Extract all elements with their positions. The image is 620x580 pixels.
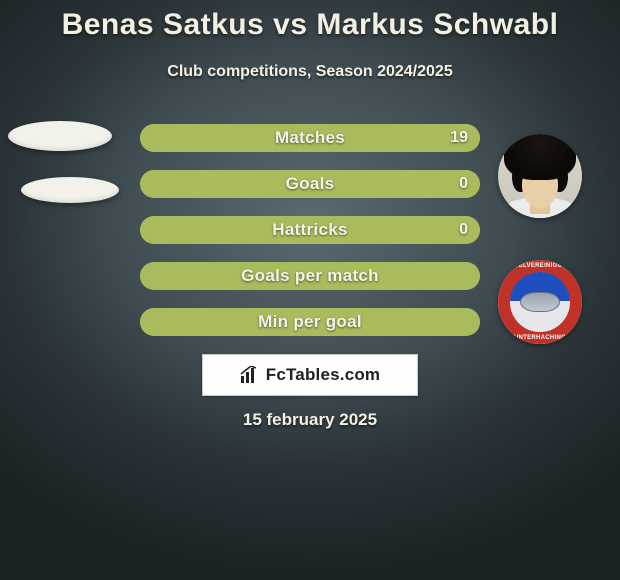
bar-track: [140, 216, 480, 244]
bar-track: [140, 262, 480, 290]
bar-fill-right: [140, 124, 480, 152]
bar-fill-left: [140, 308, 310, 336]
comparison-row: Goals per match: [140, 262, 480, 290]
bar-fill-right: [310, 308, 480, 336]
player-right-avatar: [498, 134, 582, 218]
comparison-row: Hattricks0: [140, 216, 480, 244]
player-left-avatar-placeholder-1: [8, 121, 112, 151]
bar-fill-left: [140, 262, 310, 290]
comparison-row: Matches19: [140, 124, 480, 152]
bar-track: [140, 170, 480, 198]
subtitle: Club competitions, Season 2024/2025: [0, 63, 620, 81]
club-badge-ring: [498, 260, 582, 344]
club-badge-bottom-text: UNTERHACHING: [498, 335, 582, 341]
comparison-row: Min per goal: [140, 308, 480, 336]
bar-chart-icon: [240, 366, 260, 384]
bar-track: [140, 124, 480, 152]
bar-fill-right: [310, 262, 480, 290]
comparison-row: Goals0: [140, 170, 480, 198]
page-title: Benas Satkus vs Markus Schwabl: [0, 8, 620, 42]
bar-fill-right: [140, 216, 480, 244]
comparison-chart: Matches19 Goals0 Hattricks0 Goals per match…: [140, 124, 480, 354]
club-right-badge: SPIELVEREINIGUNG UNTERHACHING: [498, 260, 582, 344]
club-badge-top-text: SPIELVEREINIGUNG: [498, 263, 582, 269]
infographic-date: 15 february 2025: [0, 410, 620, 430]
bar-fill-right: [140, 170, 480, 198]
watermark-text: FcTables.com: [266, 365, 381, 385]
avatar-hair: [504, 134, 576, 180]
player-left-avatar-placeholder-2: [21, 177, 119, 203]
bar-track: [140, 308, 480, 336]
watermark-box: FcTables.com: [202, 354, 418, 396]
